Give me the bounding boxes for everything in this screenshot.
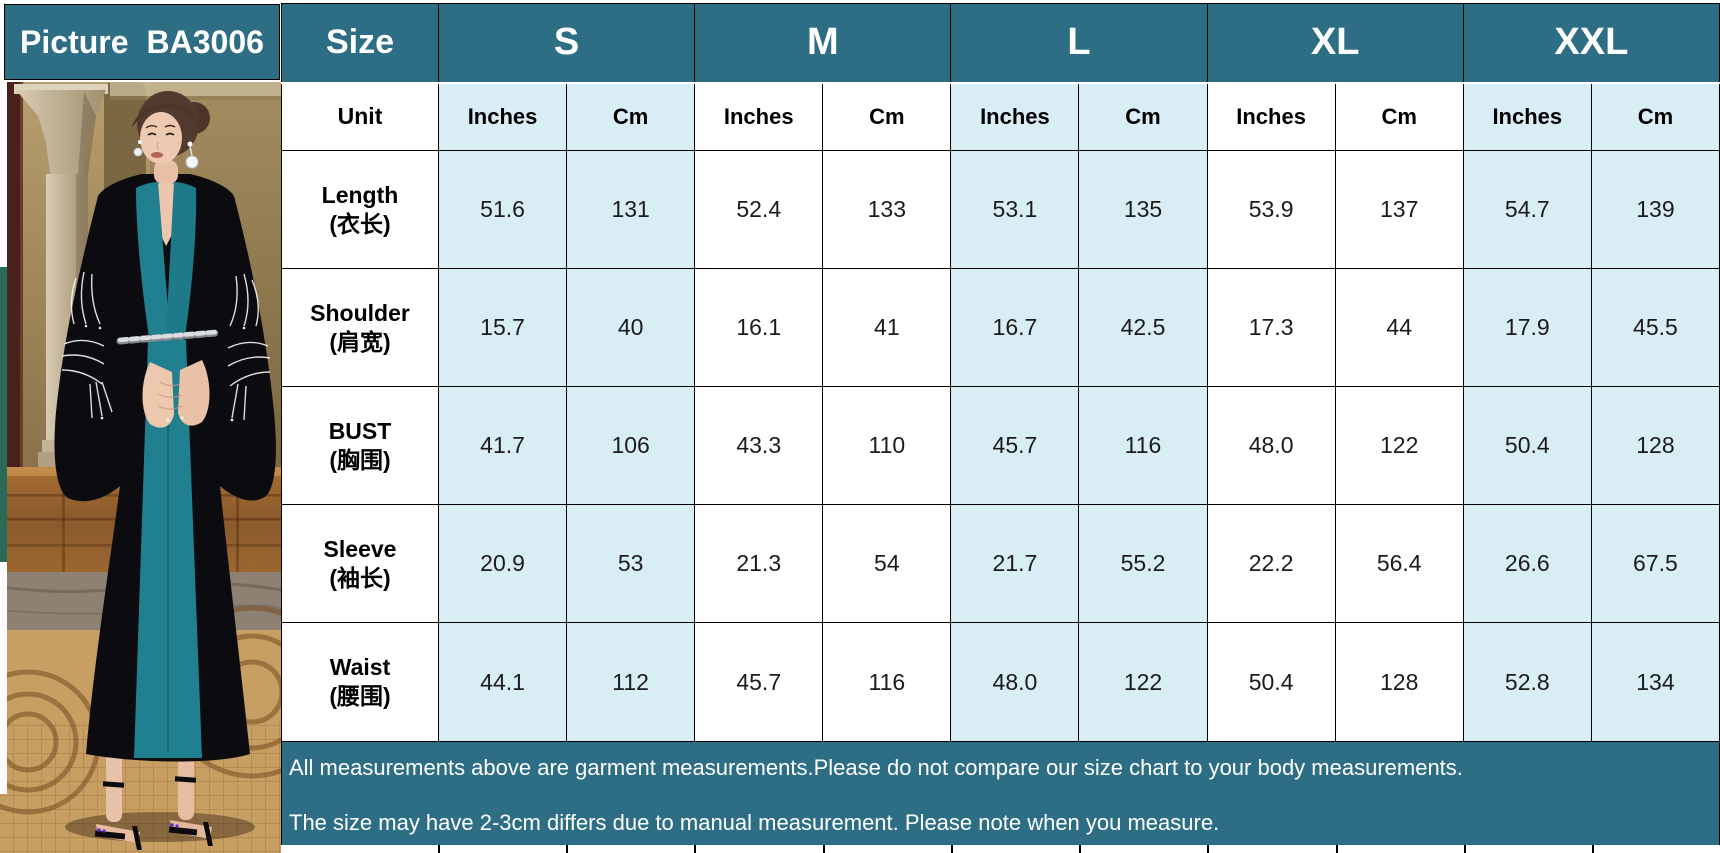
row-sleeve: Sleeve (袖长) 20.9 53 21.3 54 21.7 55.2 22…	[281, 504, 1720, 623]
notes-cell: All measurements above are garment measu…	[281, 741, 1720, 853]
header-row: Size S M L XL XXL	[281, 3, 1720, 84]
unit-cell: Cm	[1334, 82, 1464, 151]
value-cell: 52.8	[1462, 622, 1592, 742]
unit-cell: Cm	[1078, 82, 1208, 151]
size-table: Size S M L XL XXL Unit Inches Cm Inches …	[281, 3, 1720, 853]
value-cell: 17.3	[1206, 268, 1336, 387]
value-cell: 53	[566, 504, 696, 623]
value-cell: 53.1	[950, 150, 1080, 269]
value-cell: 16.7	[950, 268, 1080, 387]
value-cell: 131	[566, 150, 696, 269]
unit-cell: Inches	[950, 82, 1080, 151]
value-cell: 56.4	[1334, 504, 1464, 623]
unit-row: Unit Inches Cm Inches Cm Inches Cm Inche…	[281, 82, 1720, 151]
value-cell: 41	[822, 268, 952, 387]
unit-cell: Cm	[822, 82, 952, 151]
value-cell: 67.5	[1590, 504, 1720, 623]
value-cell: 42.5	[1078, 268, 1208, 387]
value-cell: 20.9	[437, 504, 568, 623]
unit-cell: Inches	[1206, 82, 1336, 151]
value-cell: 15.7	[437, 268, 568, 387]
value-cell: 116	[1078, 386, 1208, 505]
row-label: BUST (胸围)	[281, 386, 439, 505]
unit-cell: Inches	[694, 82, 824, 151]
row-label: Waist (腰围)	[281, 622, 439, 742]
value-cell: 50.4	[1206, 622, 1336, 742]
size-col-l: L	[950, 3, 1208, 84]
value-cell: 106	[566, 386, 696, 505]
row-label: Sleeve (袖长)	[281, 504, 439, 623]
row-shoulder: Shoulder (肩宽) 15.7 40 16.1 41 16.7 42.5 …	[281, 268, 1720, 387]
notes-row: All measurements above are garment measu…	[281, 741, 1720, 853]
value-cell: 45.7	[694, 622, 824, 742]
value-cell: 122	[1078, 622, 1208, 742]
value-cell: 54.7	[1462, 150, 1592, 269]
value-cell: 137	[1334, 150, 1464, 269]
row-label: Length (衣长)	[281, 150, 439, 269]
value-cell: 41.7	[437, 386, 568, 505]
value-cell: 128	[1334, 622, 1464, 742]
value-cell: 55.2	[1078, 504, 1208, 623]
size-col-m: M	[694, 3, 952, 84]
value-cell: 54	[822, 504, 952, 623]
value-cell: 116	[822, 622, 952, 742]
unit-label: Unit	[281, 82, 439, 151]
value-cell: 22.2	[1206, 504, 1336, 623]
value-cell: 134	[1590, 622, 1720, 742]
row-length: Length (衣长) 51.6 131 52.4 133 53.1 135 5…	[281, 150, 1720, 269]
value-cell: 26.6	[1462, 504, 1592, 623]
unit-cell: Inches	[1462, 82, 1592, 151]
value-cell: 48.0	[950, 622, 1080, 742]
value-cell: 44.1	[437, 622, 568, 742]
value-cell: 40	[566, 268, 696, 387]
value-cell: 21.7	[950, 504, 1080, 623]
value-cell: 128	[1590, 386, 1720, 505]
value-cell: 51.6	[437, 150, 568, 269]
value-cell: 48.0	[1206, 386, 1336, 505]
value-cell: 44	[1334, 268, 1464, 387]
product-code: BA3006	[146, 23, 264, 60]
row-label: Shoulder (肩宽)	[281, 268, 439, 387]
size-col-s: S	[437, 3, 696, 84]
picture-label: Picture	[20, 23, 129, 60]
value-cell: 50.4	[1462, 386, 1592, 505]
size-col-xl: XL	[1206, 3, 1464, 84]
value-cell: 43.3	[694, 386, 824, 505]
value-cell: 53.9	[1206, 150, 1336, 269]
value-cell: 110	[822, 386, 952, 505]
sleeve-embroidery	[61, 271, 271, 421]
value-cell: 122	[1334, 386, 1464, 505]
unit-cell: Cm	[566, 82, 696, 151]
photo-edge-strip	[0, 82, 7, 794]
picture-header: Picture BA3006	[4, 4, 280, 80]
row-bust: BUST (胸围) 41.7 106 43.3 110 45.7 116 48.…	[281, 386, 1720, 505]
value-cell: 52.4	[694, 150, 824, 269]
note-line-1: All measurements above are garment measu…	[289, 755, 1463, 780]
value-cell: 45.5	[1590, 268, 1720, 387]
value-cell: 45.7	[950, 386, 1080, 505]
unit-cell: Cm	[1590, 82, 1720, 151]
unit-cell: Inches	[437, 82, 568, 151]
value-cell: 139	[1590, 150, 1720, 269]
model-figure	[54, 91, 276, 850]
size-col-xxl: XXL	[1462, 3, 1720, 84]
bottom-margin-strip	[281, 845, 1720, 853]
value-cell: 112	[566, 622, 696, 742]
value-cell: 133	[822, 150, 952, 269]
row-waist: Waist (腰围) 44.1 112 45.7 116 48.0 122 50…	[281, 622, 1720, 742]
value-cell: 17.9	[1462, 268, 1592, 387]
value-cell: 135	[1078, 150, 1208, 269]
value-cell: 16.1	[694, 268, 824, 387]
product-photo	[0, 82, 281, 853]
note-line-2: The size may have 2-3cm differs due to m…	[289, 810, 1220, 835]
size-chart: Size S M L XL XXL Unit Inches Cm Inches …	[281, 3, 1720, 853]
size-header: Size	[281, 3, 439, 84]
value-cell: 21.3	[694, 504, 824, 623]
